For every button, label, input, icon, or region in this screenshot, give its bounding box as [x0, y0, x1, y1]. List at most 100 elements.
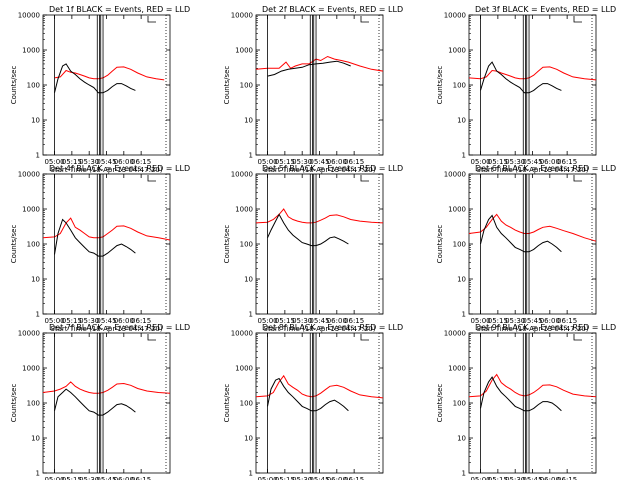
- lld-series-line: [42, 381, 171, 394]
- detector-panel: Det 2f BLACK = Events, RED = LLD 1 10 100 10…: [223, 5, 403, 174]
- detector-panel: Det 3f BLACK = Events, RED = LLD 1 10 100 10…: [436, 5, 616, 174]
- events-series-line: [54, 388, 136, 416]
- x-axis-label: Start Time (18-Apr-13 04:47:20): [50, 166, 162, 174]
- x-tick-label: 05:00: [44, 476, 64, 480]
- y-tick-label: 10: [457, 276, 466, 284]
- x-axis-label: Start Time (18-Apr-13 04:47:20): [263, 166, 375, 174]
- y-axis-label: Counts/sec: [223, 225, 231, 264]
- y-tick-label: 1000: [448, 206, 466, 214]
- x-tick-label: 05:30: [79, 158, 99, 166]
- x-tick-label: 06:15: [131, 317, 151, 325]
- x-tick-label: 05:30: [505, 476, 525, 480]
- x-tick-label: 06:00: [540, 158, 560, 166]
- y-tick-label: 100: [27, 241, 40, 249]
- x-tick-label: 05:00: [257, 317, 277, 325]
- y-tick-label: 1000: [22, 47, 40, 55]
- x-tick-label: 06:00: [114, 476, 134, 480]
- panel-title: Det 8f BLACK = Events, RED = LLD: [262, 323, 403, 332]
- lld-series-line: [255, 208, 384, 224]
- y-tick-label: 10000: [231, 171, 253, 179]
- y-axis-label: Counts/sec: [223, 384, 231, 423]
- x-tick-label: 06:15: [131, 476, 151, 480]
- y-axis-label: Counts/sec: [436, 225, 444, 264]
- x-tick-label: 05:15: [62, 317, 82, 325]
- legend-marker: [360, 334, 369, 341]
- panel-title: Det 6f BLACK = Events, RED = LLD: [475, 164, 616, 173]
- lld-series-line: [468, 373, 597, 398]
- x-tick-label: 05:00: [257, 476, 277, 480]
- lld-series-line: [42, 217, 171, 241]
- y-tick-label: 10: [457, 435, 466, 443]
- x-axis-label: Start Time (18-Apr-13 04:47:20): [476, 325, 588, 333]
- x-tick-label: 05:15: [275, 476, 295, 480]
- y-tick-label: 100: [240, 82, 253, 90]
- x-tick-label: 06:00: [540, 317, 560, 325]
- events-series-line: [480, 376, 562, 412]
- y-tick-label: 1000: [22, 365, 40, 373]
- x-tick-label: 05:00: [470, 158, 490, 166]
- panel-title: Det 3f BLACK = Events, RED = LLD: [475, 5, 616, 14]
- panel-title: Det 2f BLACK = Events, RED = LLD: [262, 5, 403, 14]
- events-series-line: [480, 214, 562, 253]
- legend-marker: [147, 175, 156, 182]
- x-tick-label: 05:30: [292, 158, 312, 166]
- legend-marker: [360, 175, 369, 182]
- detector-panel: Det 6f BLACK = Events, RED = LLD 1 10 100 10…: [436, 164, 616, 333]
- x-tick-label: 05:30: [505, 158, 525, 166]
- x-tick-label: 05:45: [522, 476, 542, 480]
- x-tick-label: 06:15: [557, 476, 577, 480]
- events-series-line: [267, 377, 349, 412]
- x-tick-label: 05:00: [44, 317, 64, 325]
- x-axis-label: Start Time (18-Apr-13 04:47:20): [263, 325, 375, 333]
- legend-marker: [573, 175, 582, 182]
- y-axis-label: Counts/sec: [10, 384, 18, 423]
- y-tick-label: 1000: [22, 206, 40, 214]
- y-axis-label: Counts/sec: [223, 66, 231, 105]
- x-tick-label: 05:45: [309, 476, 329, 480]
- detector-panel: Det 8f BLACK = Events, RED = LLD 1 10 100 10…: [223, 323, 403, 480]
- legend-marker: [147, 334, 156, 341]
- x-tick-label: 05:15: [275, 317, 295, 325]
- x-tick-label: 06:00: [327, 476, 347, 480]
- y-tick-label: 1000: [235, 47, 253, 55]
- x-tick-label: 05:00: [470, 317, 490, 325]
- legend-marker: [147, 16, 156, 23]
- y-tick-label: 1000: [448, 365, 466, 373]
- x-tick-label: 05:30: [79, 476, 99, 480]
- y-tick-label: 10: [31, 117, 40, 125]
- legend-marker: [573, 16, 582, 23]
- events-series-line: [267, 60, 351, 77]
- x-tick-label: 06:15: [557, 317, 577, 325]
- x-tick-label: 05:00: [257, 158, 277, 166]
- y-tick-label: 1: [36, 311, 40, 319]
- y-tick-label: 10000: [18, 171, 40, 179]
- y-axis-label: Counts/sec: [10, 66, 18, 105]
- x-tick-label: 06:00: [327, 317, 347, 325]
- x-tick-label: 06:00: [114, 317, 134, 325]
- x-tick-label: 05:30: [292, 317, 312, 325]
- x-tick-label: 06:00: [540, 476, 560, 480]
- y-axis-label: Counts/sec: [436, 384, 444, 423]
- x-tick-label: 05:30: [292, 476, 312, 480]
- x-axis-label: Start Time (18-Apr-13 04:47:20): [476, 166, 588, 174]
- x-tick-label: 05:45: [96, 476, 116, 480]
- detector-panel: Det 5f BLACK = Events, RED = LLD 1 10 100 10…: [223, 164, 403, 333]
- x-tick-label: 05:30: [79, 317, 99, 325]
- x-tick-label: 05:45: [96, 158, 116, 166]
- y-tick-label: 10000: [231, 12, 253, 20]
- y-tick-label: 100: [240, 400, 253, 408]
- x-tick-label: 05:15: [488, 158, 508, 166]
- detector-panel: Det 4f BLACK = Events, RED = LLD 1 10 100 10…: [10, 164, 190, 333]
- y-tick-label: 10000: [18, 330, 40, 338]
- x-tick-label: 06:15: [344, 476, 364, 480]
- y-tick-label: 1: [462, 470, 466, 478]
- panel-title: Det 5f BLACK = Events, RED = LLD: [262, 164, 403, 173]
- lld-series-line: [255, 374, 384, 399]
- x-axis-label: Start Time (18-Apr-13 04:47:20): [50, 325, 162, 333]
- x-tick-label: 05:45: [522, 317, 542, 325]
- x-tick-label: 05:00: [470, 476, 490, 480]
- x-tick-label: 05:30: [505, 317, 525, 325]
- y-axis-label: Counts/sec: [436, 66, 444, 105]
- y-tick-label: 10000: [444, 12, 466, 20]
